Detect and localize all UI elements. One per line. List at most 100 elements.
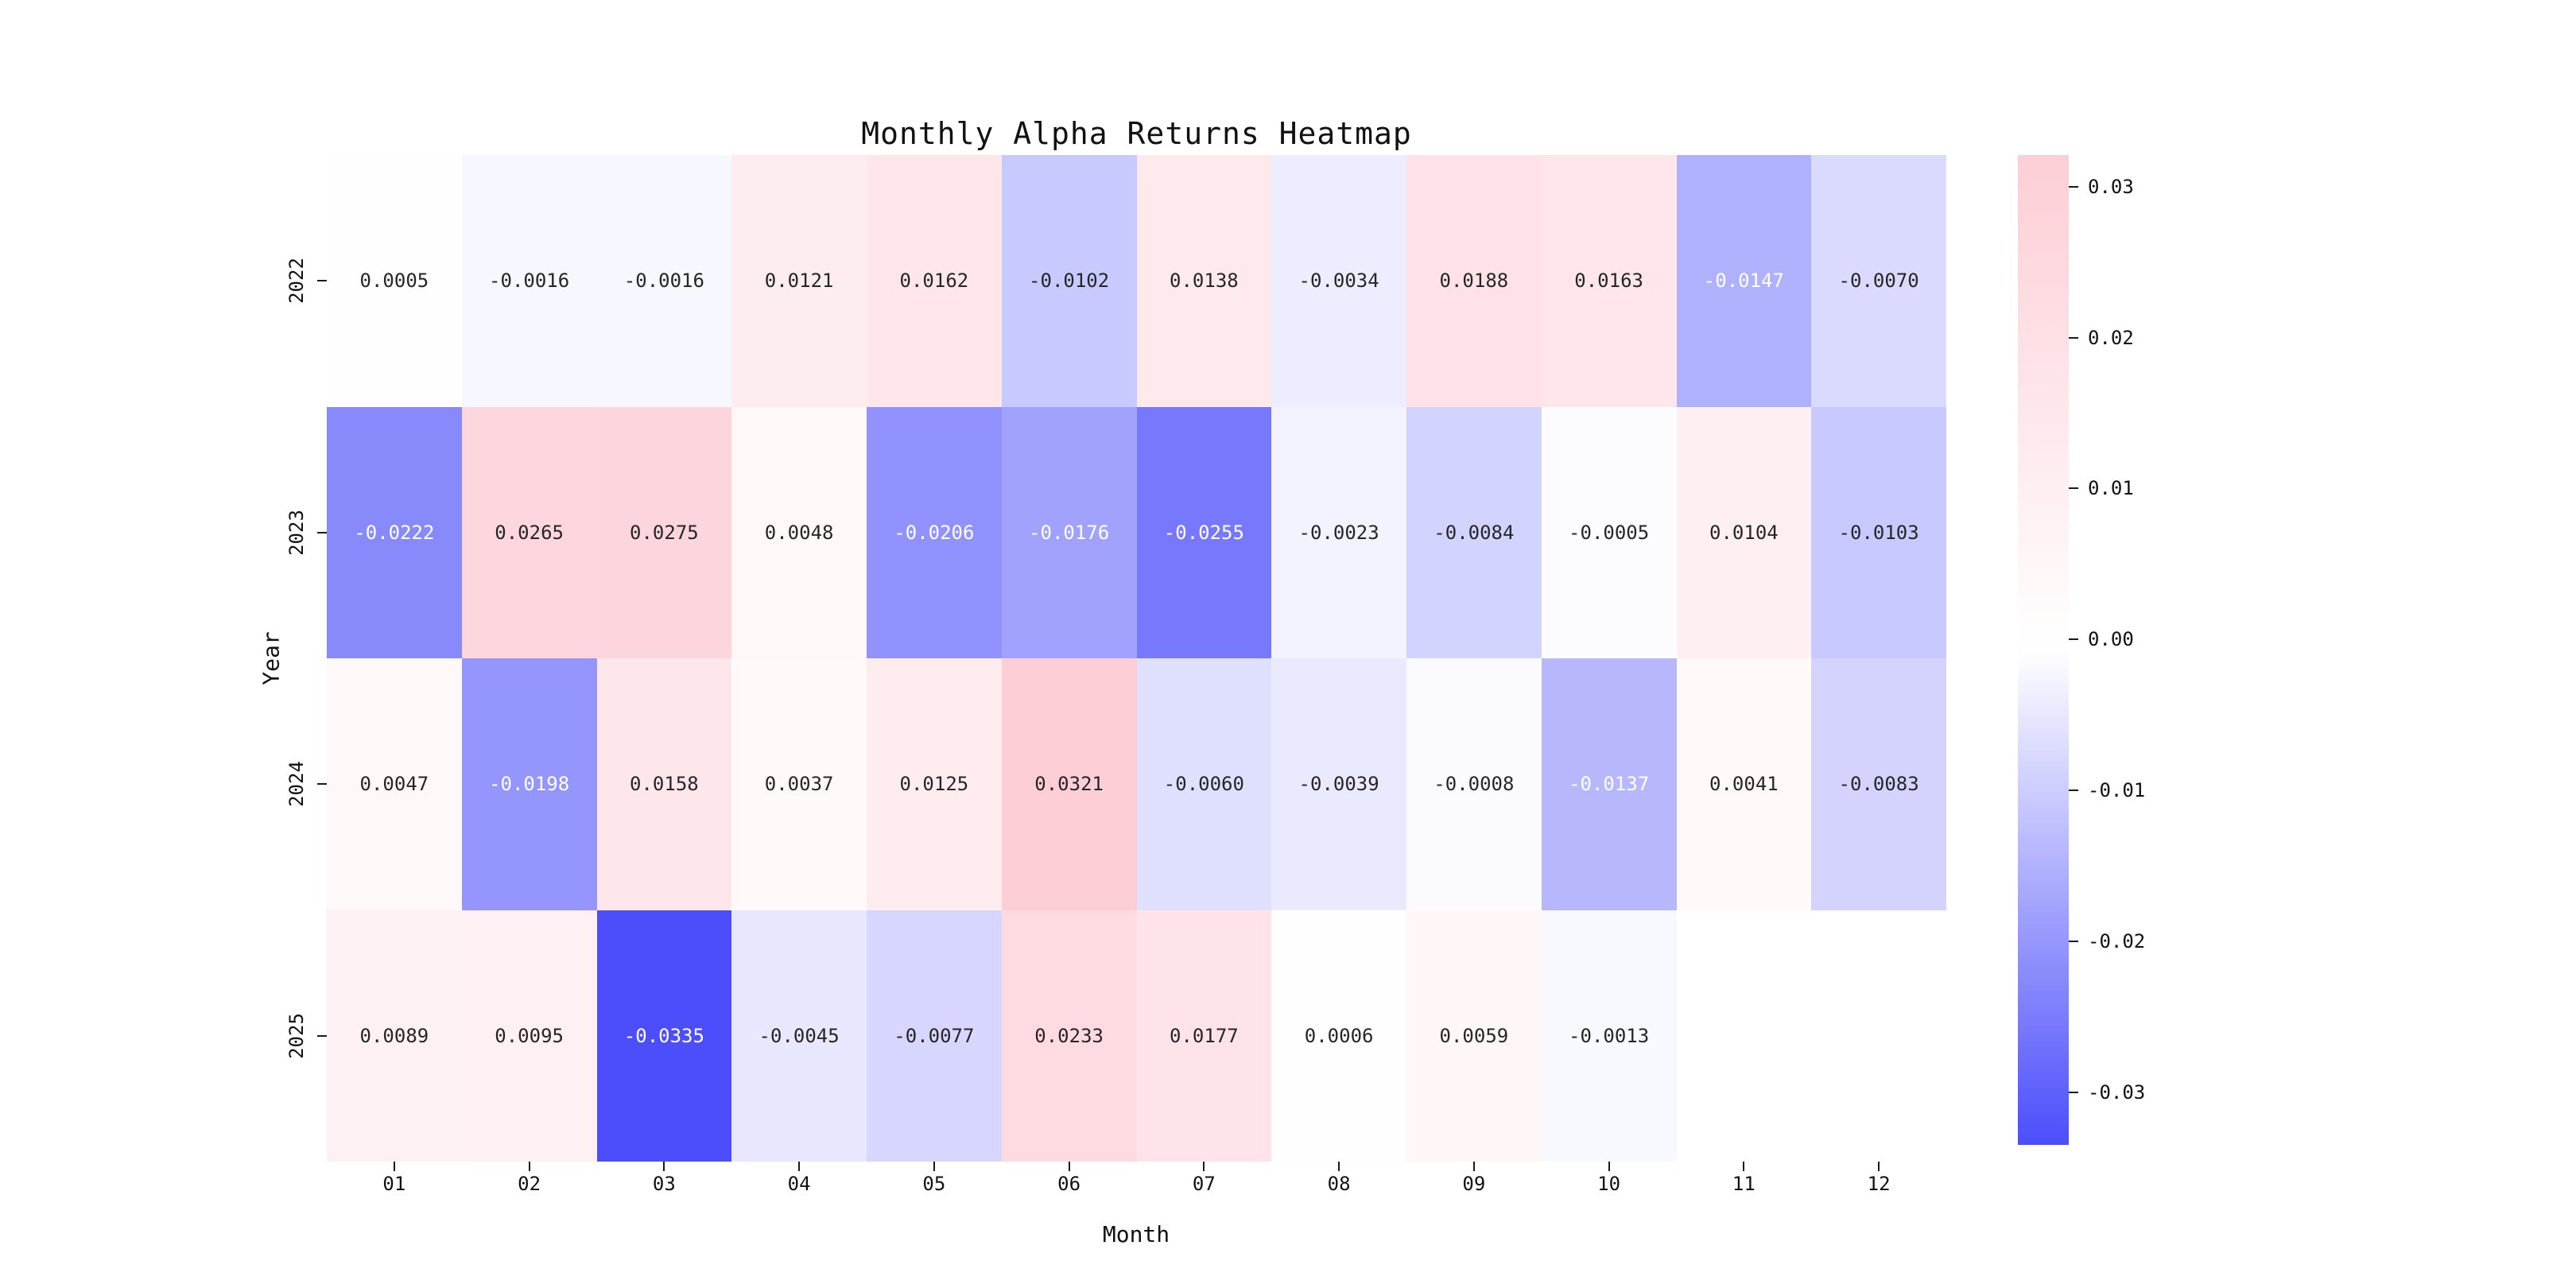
x-tick-label: 02 [518, 1173, 541, 1195]
y-tick-mark [317, 1034, 327, 1037]
x-tick-mark [1608, 1162, 1610, 1171]
heatmap-cell: 0.0089 [327, 910, 462, 1162]
heatmap-cell: 0.0006 [1271, 910, 1406, 1162]
colorbar-tick-label: 0.02 [2088, 326, 2134, 349]
x-axis-title: Month [1102, 1221, 1170, 1247]
x-tick-label: 06 [1057, 1173, 1081, 1195]
x-tick-mark [1338, 1162, 1340, 1171]
heatmap-cell: 0.0037 [731, 658, 867, 910]
x-tick-label: 11 [1732, 1173, 1755, 1195]
heatmap-cell: -0.0023 [1271, 406, 1406, 658]
heatmap-cell: 0.0158 [596, 658, 732, 910]
heatmap-cell: 0.0005 [327, 155, 462, 407]
heatmap-cell: 0.0275 [596, 406, 732, 658]
heatmap-cell: -0.0008 [1406, 658, 1542, 910]
x-tick-mark [933, 1162, 935, 1171]
colorbar-tick-label: 0.03 [2088, 175, 2134, 198]
heatmap-cell: -0.0102 [1001, 155, 1137, 407]
colorbar-gradient [2018, 155, 2069, 1145]
y-tick-label: 2024 [285, 761, 308, 808]
y-tick-label: 2025 [285, 1012, 308, 1059]
heatmap-cell: 0.0138 [1136, 155, 1272, 407]
heatmap-cell: -0.0198 [461, 658, 597, 910]
x-tick-mark [1878, 1162, 1880, 1171]
heatmap-grid: 0.0005 -0.0016 -0.0016 0.0121 0.0162 -0.0102 0… [327, 155, 1946, 1162]
heatmap-cell: -0.0084 [1406, 406, 1542, 658]
heatmap-cell: 0.0104 [1676, 406, 1812, 658]
heatmap-cell: 0.0188 [1406, 155, 1542, 407]
heatmap-cell: -0.0045 [731, 910, 867, 1162]
heatmap-cell: -0.0013 [1541, 910, 1677, 1162]
heatmap-cell: 0.0041 [1676, 658, 1812, 910]
heatmap-cell: -0.0005 [1541, 406, 1677, 658]
heatmap-cell: 0.0047 [327, 658, 462, 910]
heatmap-cell: -0.0147 [1676, 155, 1812, 407]
heatmap-cell: 0.0233 [1001, 910, 1137, 1162]
heatmap-cell: 0.0125 [867, 658, 1002, 910]
heatmap-cell: -0.0039 [1271, 658, 1406, 910]
heatmap-cell: 0.0177 [1136, 910, 1272, 1162]
colorbar-tick-label: -0.01 [2088, 779, 2146, 801]
chart-title: Monthly Alpha Returns Heatmap [861, 116, 1412, 151]
y-tick-label: 2022 [285, 258, 308, 305]
heatmap-cell: 0.0162 [867, 155, 1002, 407]
heatmap-cell: 0.0048 [731, 406, 867, 658]
x-tick-mark [663, 1162, 665, 1171]
x-tick-label: 05 [922, 1173, 946, 1195]
x-tick-mark [798, 1162, 801, 1171]
heatmap-cell: 0.0121 [731, 155, 867, 407]
y-axis-title: Year [258, 631, 285, 685]
heatmap-cell: -0.0077 [867, 910, 1002, 1162]
x-tick-mark [1743, 1162, 1745, 1171]
heatmap-cell: -0.0060 [1136, 658, 1272, 910]
heatmap-cell: -0.0034 [1271, 155, 1406, 407]
heatmap-cell: 0.0321 [1001, 658, 1137, 910]
x-tick-label: 12 [1867, 1173, 1891, 1195]
heatmap-cell: -0.0206 [867, 406, 1002, 658]
x-tick-mark [1203, 1162, 1205, 1171]
colorbar-tick-mark [2069, 185, 2078, 188]
colorbar-tick-mark [2069, 638, 2078, 641]
x-tick-mark [1068, 1162, 1070, 1171]
x-tick-label: 09 [1462, 1173, 1486, 1195]
heatmap-cell: -0.0083 [1811, 658, 1946, 910]
heatmap-cell: 0.0095 [461, 910, 597, 1162]
heatmap-cell: -0.0255 [1136, 406, 1272, 658]
x-tick-mark [1472, 1162, 1475, 1171]
y-tick-label: 2023 [285, 509, 308, 556]
x-tick-mark [528, 1162, 530, 1171]
heatmap-cell-empty [1676, 910, 1812, 1162]
x-tick-label: 10 [1597, 1173, 1621, 1195]
y-tick-mark [317, 783, 327, 786]
heatmap-cell: 0.0265 [461, 406, 597, 658]
heatmap-cell: -0.0016 [596, 155, 732, 407]
colorbar-tick-label: -0.03 [2088, 1080, 2146, 1104]
colorbar-tick-label: 0.01 [2088, 477, 2134, 500]
colorbar-tick-mark [2069, 940, 2078, 942]
colorbar-tick-mark [2069, 789, 2078, 791]
heatmap-cell: 0.0163 [1541, 155, 1677, 407]
x-tick-label: 07 [1192, 1173, 1216, 1195]
colorbar-tick-label: -0.02 [2088, 929, 2146, 952]
x-tick-label: 01 [382, 1173, 406, 1195]
x-tick-label: 08 [1327, 1173, 1351, 1195]
heatmap-cell: -0.0335 [596, 910, 732, 1162]
heatmap-cell: -0.0222 [327, 406, 462, 658]
x-tick-mark [393, 1162, 395, 1171]
y-tick-mark [317, 280, 327, 282]
heatmap-cell: -0.0070 [1811, 155, 1946, 407]
x-tick-label: 03 [652, 1173, 676, 1195]
colorbar-tick-mark [2069, 487, 2078, 490]
heatmap-cell-empty [1811, 910, 1946, 1162]
heatmap-cell: -0.0103 [1811, 406, 1946, 658]
x-tick-label: 04 [787, 1173, 811, 1195]
heatmap-cell: -0.0137 [1541, 658, 1677, 910]
colorbar-tick-label: 0.00 [2088, 628, 2134, 651]
heatmap-cell: 0.0059 [1406, 910, 1542, 1162]
colorbar-tick-mark [2069, 336, 2078, 339]
heatmap-cell: -0.0176 [1001, 406, 1137, 658]
colorbar-tick-mark [2069, 1091, 2078, 1093]
y-tick-mark [317, 531, 327, 533]
heatmap-cell: -0.0016 [461, 155, 597, 407]
